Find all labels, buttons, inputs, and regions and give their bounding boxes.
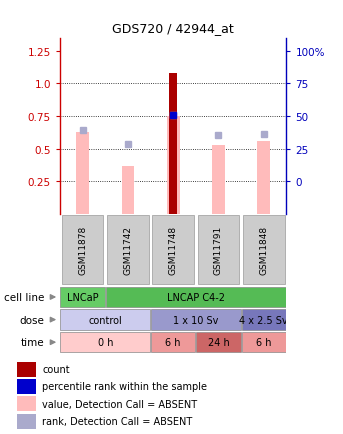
Bar [212,145,225,214]
Bar [152,216,194,285]
Bar [122,166,134,214]
Bar [198,216,239,285]
Bar [17,396,36,411]
Text: cell line: cell line [4,293,44,302]
Text: GSM11848: GSM11848 [259,226,268,275]
Bar [151,310,241,330]
Text: GSM11791: GSM11791 [214,226,223,275]
Text: percentile rank within the sample: percentile rank within the sample [43,381,208,391]
Bar [243,216,285,285]
Bar [76,132,89,214]
Text: GSM11878: GSM11878 [78,226,87,275]
Bar [241,310,286,330]
Bar [151,332,196,352]
Text: dose: dose [19,315,44,325]
Bar [107,216,149,285]
Text: GSM11748: GSM11748 [169,226,178,275]
Title: GDS720 / 42944_at: GDS720 / 42944_at [113,22,234,35]
Bar [167,117,179,214]
Text: value, Detection Call = ABSENT: value, Detection Call = ABSENT [43,399,198,409]
Bar [17,378,36,394]
Bar [169,74,177,214]
Text: 6 h: 6 h [165,338,181,347]
Bar [60,287,105,307]
Text: LNCaP: LNCaP [67,293,98,302]
Text: LNCAP C4-2: LNCAP C4-2 [167,293,225,302]
Text: rank, Detection Call = ABSENT: rank, Detection Call = ABSENT [43,416,193,426]
Text: 4 x 2.5 Sv: 4 x 2.5 Sv [239,315,288,325]
Text: 1 x 10 Sv: 1 x 10 Sv [173,315,218,325]
Bar [196,332,241,352]
Bar [106,287,286,307]
Bar [60,332,150,352]
Bar [17,414,36,429]
Text: control: control [88,315,122,325]
Bar [241,332,286,352]
Text: time: time [21,338,44,347]
Text: GSM11742: GSM11742 [123,226,132,275]
Text: count: count [43,365,70,375]
Text: 24 h: 24 h [208,338,229,347]
Text: 6 h: 6 h [256,338,272,347]
Bar [258,141,270,214]
Bar [62,216,104,285]
Text: 0 h: 0 h [97,338,113,347]
Bar [60,310,150,330]
Bar [17,362,36,377]
